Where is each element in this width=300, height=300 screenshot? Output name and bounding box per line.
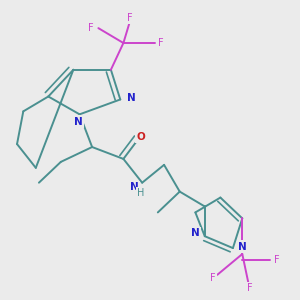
Text: O: O bbox=[136, 132, 145, 142]
Text: F: F bbox=[210, 273, 215, 283]
Text: N: N bbox=[238, 242, 247, 252]
Text: F: F bbox=[88, 23, 93, 33]
Text: H: H bbox=[137, 188, 144, 198]
Text: F: F bbox=[127, 13, 133, 23]
Text: N: N bbox=[74, 117, 82, 127]
Text: F: F bbox=[274, 255, 280, 265]
Text: N: N bbox=[191, 228, 200, 238]
Text: N: N bbox=[130, 182, 139, 192]
Text: F: F bbox=[158, 38, 164, 48]
Text: F: F bbox=[247, 283, 253, 293]
Text: N: N bbox=[127, 93, 136, 103]
